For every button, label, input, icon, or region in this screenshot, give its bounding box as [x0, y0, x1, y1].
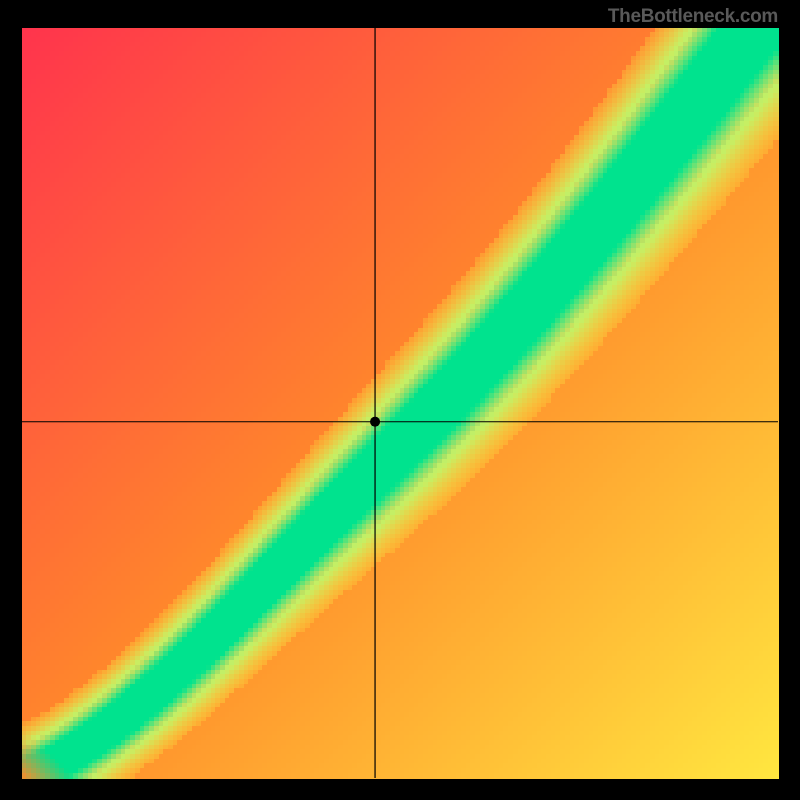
chart-container: { "watermark": { "text": "TheBottleneck.…	[0, 0, 800, 800]
bottleneck-heatmap	[0, 0, 800, 800]
watermark-text: TheBottleneck.com	[608, 6, 778, 28]
